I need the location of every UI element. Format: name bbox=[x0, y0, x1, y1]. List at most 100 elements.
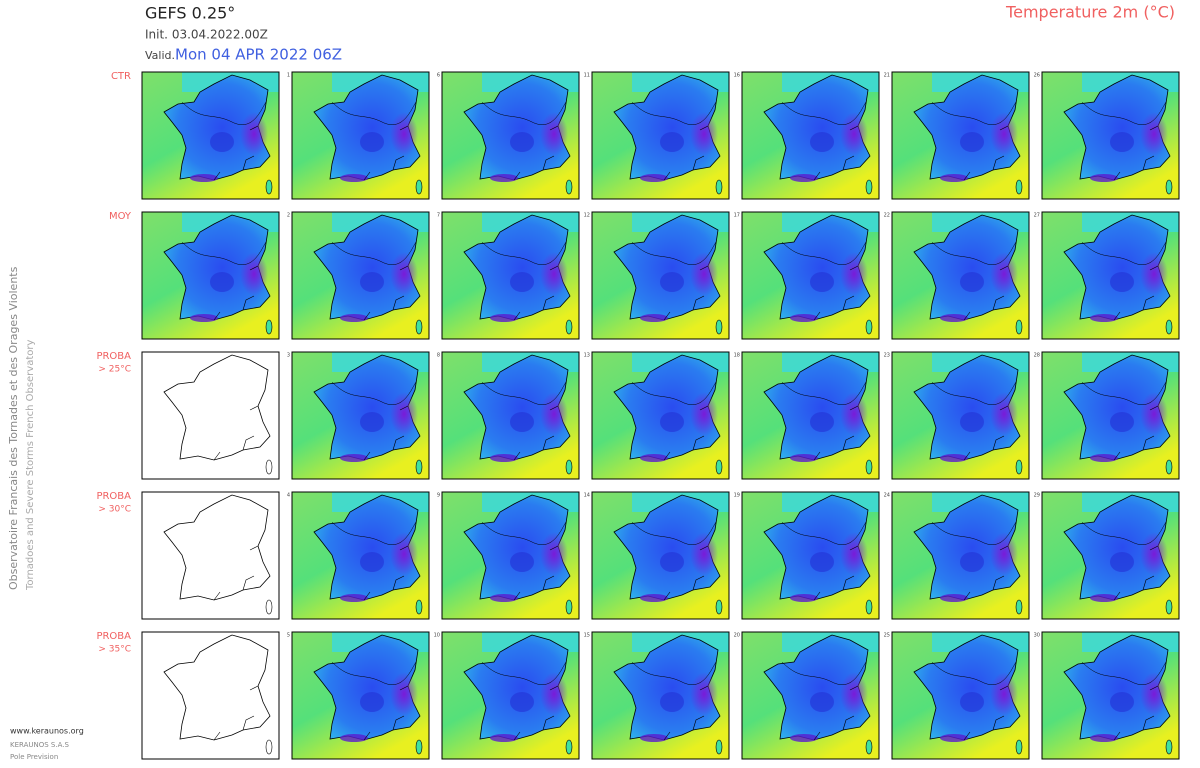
pyrenees-cold bbox=[790, 314, 818, 322]
pyrenees-cold bbox=[940, 454, 968, 462]
map-content bbox=[292, 632, 429, 759]
map-panel bbox=[741, 351, 880, 480]
row-sublabel: > 35°C bbox=[98, 645, 131, 655]
map-panel bbox=[441, 351, 580, 480]
land-field bbox=[1063, 354, 1171, 461]
panel-frame bbox=[891, 211, 1030, 340]
member-number: 28 bbox=[1034, 353, 1040, 359]
isotherm bbox=[1081, 241, 1167, 265]
land-field bbox=[1063, 634, 1171, 741]
land-field bbox=[613, 354, 721, 461]
centre-cold bbox=[960, 412, 984, 432]
panel-frame bbox=[591, 71, 730, 200]
pyrenees-cold bbox=[1090, 454, 1118, 462]
map-panel bbox=[141, 211, 280, 340]
corsica bbox=[1165, 739, 1173, 755]
borders bbox=[363, 405, 409, 461]
isotherm bbox=[1081, 661, 1167, 685]
alps-cold bbox=[690, 672, 718, 716]
panel-frame bbox=[1041, 491, 1180, 620]
row-label: PROBA bbox=[96, 631, 131, 642]
pyrenees-cold bbox=[940, 314, 968, 322]
alps-cold bbox=[840, 112, 868, 156]
centre-cold bbox=[360, 412, 384, 432]
alps-cold bbox=[1140, 532, 1168, 576]
member-number: 4 bbox=[287, 493, 290, 499]
land-field bbox=[1063, 214, 1171, 321]
member-number: 29 bbox=[1034, 493, 1040, 499]
valid-date: Mon 04 APR 2022 06Z bbox=[175, 46, 342, 64]
isotherm bbox=[631, 521, 717, 545]
alps-cold bbox=[540, 112, 568, 156]
map-content bbox=[442, 212, 579, 339]
map-content bbox=[142, 492, 279, 619]
isotherm bbox=[781, 661, 867, 685]
member-number: 10 bbox=[434, 633, 440, 639]
pyrenees-cold bbox=[940, 734, 968, 742]
isotherm bbox=[481, 101, 567, 125]
pyrenees-cold bbox=[640, 734, 668, 742]
pyrenees-cold bbox=[940, 174, 968, 182]
company: KERAUNOS S.A.S bbox=[10, 741, 69, 749]
centre-cold bbox=[810, 552, 834, 572]
panel-frame bbox=[891, 631, 1030, 760]
map-content bbox=[1042, 72, 1179, 199]
isotherm bbox=[331, 381, 417, 405]
isotherm bbox=[931, 241, 1017, 265]
member-number: 24 bbox=[884, 493, 890, 499]
map-content bbox=[742, 632, 879, 759]
isotherm bbox=[631, 381, 717, 405]
corsica bbox=[565, 599, 573, 615]
land-field bbox=[613, 634, 721, 741]
isotherm bbox=[331, 521, 417, 545]
corsica bbox=[1015, 319, 1023, 335]
isotherm bbox=[781, 241, 867, 265]
alps-cold bbox=[990, 112, 1018, 156]
pyrenees-cold bbox=[340, 314, 368, 322]
centre-cold bbox=[1110, 412, 1134, 432]
borders bbox=[963, 405, 1009, 461]
land-field bbox=[463, 634, 571, 741]
member-number: 25 bbox=[884, 633, 890, 639]
blank-field bbox=[142, 492, 279, 619]
pyrenees-cold bbox=[790, 174, 818, 182]
isotherm bbox=[1081, 101, 1167, 125]
map-content bbox=[442, 72, 579, 199]
isotherm bbox=[331, 101, 417, 125]
map-panel bbox=[891, 71, 1030, 200]
land-field bbox=[913, 494, 1021, 601]
borders bbox=[813, 685, 859, 741]
member-number: 18 bbox=[734, 353, 740, 359]
borders bbox=[513, 265, 559, 321]
borders bbox=[663, 545, 709, 601]
centre-cold bbox=[1110, 132, 1134, 152]
map-content bbox=[292, 72, 429, 199]
pyrenees-cold bbox=[790, 734, 818, 742]
pyrenees-cold bbox=[190, 174, 218, 182]
member-number: 8 bbox=[437, 353, 440, 359]
panel-frame bbox=[741, 71, 880, 200]
alps-cold bbox=[690, 112, 718, 156]
land-field bbox=[463, 214, 571, 321]
map-panel bbox=[741, 211, 880, 340]
corsica bbox=[415, 459, 423, 475]
borders bbox=[213, 405, 259, 461]
panel-frame bbox=[141, 211, 280, 340]
member-number: 14 bbox=[584, 493, 590, 499]
centre-cold bbox=[210, 132, 234, 152]
land-field bbox=[763, 74, 871, 181]
alps-cold bbox=[840, 252, 868, 296]
map-panel bbox=[141, 71, 280, 200]
panel-frame bbox=[891, 351, 1030, 480]
alps-cold bbox=[990, 392, 1018, 436]
centre-cold bbox=[510, 552, 534, 572]
member-number: 2 bbox=[287, 213, 290, 219]
centre-cold bbox=[510, 412, 534, 432]
pyrenees-cold bbox=[340, 174, 368, 182]
panel-frame bbox=[291, 71, 430, 200]
pyrenees-cold bbox=[640, 314, 668, 322]
alps-cold bbox=[540, 672, 568, 716]
isotherm bbox=[481, 241, 567, 265]
member-number: 1 bbox=[287, 73, 290, 79]
land-field bbox=[313, 214, 421, 321]
